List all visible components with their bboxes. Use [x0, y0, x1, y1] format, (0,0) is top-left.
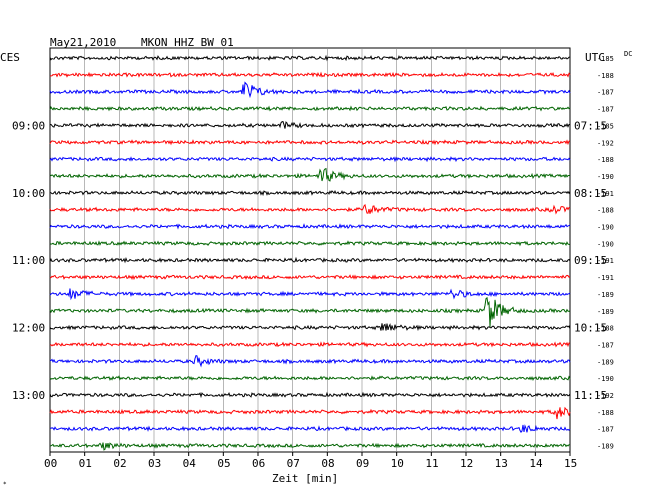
trace-line	[49, 139, 571, 146]
dc-value: -189	[597, 358, 614, 366]
x-tick-label: 06	[252, 457, 265, 470]
trace-group	[49, 54, 571, 451]
dc-value: -189	[597, 308, 614, 316]
dc-value: -190	[597, 375, 614, 383]
dc-value: -190	[597, 240, 614, 248]
x-tick-label: 02	[113, 457, 126, 470]
x-tick-label: 01	[79, 457, 92, 470]
right-time-label: 07:15	[574, 119, 607, 132]
trace-line	[49, 203, 571, 215]
dc-value: -189	[597, 443, 614, 451]
dc-value: -190	[597, 173, 614, 181]
dc-value: -188	[597, 409, 614, 417]
right-time-label: 09:15	[574, 254, 607, 267]
x-tick-label: 10	[391, 457, 404, 470]
trace-line	[49, 240, 571, 247]
dc-value: -185	[597, 55, 614, 63]
dc-value: -189	[597, 291, 614, 299]
plot-frame	[49, 47, 571, 453]
trace-line	[49, 156, 571, 163]
trace-line	[49, 190, 571, 197]
x-tick-label: 07	[287, 457, 300, 470]
x-tick-label: 09	[356, 457, 369, 470]
trace-line	[49, 288, 571, 301]
trace-line	[49, 81, 571, 99]
right-timezone-label: UTC	[585, 51, 605, 64]
trace-line	[49, 341, 571, 348]
x-tick-label: 13	[495, 457, 508, 470]
left-time-label: 10:00	[12, 187, 45, 200]
left-timezone-label: CES	[0, 51, 20, 64]
x-tick-label: 05	[217, 457, 230, 470]
trace-line	[49, 375, 571, 381]
grid	[49, 47, 571, 453]
dc-value: -190	[597, 224, 614, 232]
x-tick-label: 11	[425, 457, 438, 470]
dc-value: -192	[597, 392, 614, 400]
dc-value: -191	[597, 190, 614, 198]
trace-line	[49, 167, 571, 182]
trace-line	[49, 354, 571, 368]
dc-value: -188	[597, 156, 614, 164]
corner-marker: *	[3, 481, 7, 488]
trace-line	[49, 71, 571, 78]
trace-line	[49, 54, 571, 62]
left-time-label: 13:00	[12, 389, 45, 402]
right-time-label: 08:15	[574, 187, 607, 200]
trace-line	[49, 391, 571, 399]
left-time-label: 09:00	[12, 119, 45, 132]
x-tick-label: 12	[460, 457, 473, 470]
dc-value: -192	[597, 139, 614, 147]
x-axis-label: Zeit [min]	[272, 472, 338, 485]
x-tick-label: 14	[529, 457, 543, 470]
left-time-label: 11:00	[12, 254, 45, 267]
right-time-label: 11:15	[574, 389, 607, 402]
dc-value: -185	[597, 122, 614, 130]
trace-line	[49, 274, 571, 281]
right-time-label: 10:15	[574, 322, 607, 335]
x-axis: 00 01 02 03 04 05 06 07 08 09 10 11 12 13 14 15	[44, 452, 577, 470]
trace-line	[49, 223, 571, 230]
trace-line	[49, 296, 571, 328]
x-tick-label: 00	[44, 457, 57, 470]
station-label: MKON HHZ BW 01	[141, 36, 234, 49]
dc-value: -188	[597, 72, 614, 80]
dc-value: -187	[597, 106, 614, 114]
trace-line	[49, 406, 571, 420]
dc-value: -187	[597, 426, 614, 434]
trace-line	[49, 121, 571, 129]
x-tick-label: 08	[321, 457, 334, 470]
dc-value: -188	[597, 207, 614, 215]
x-tick-label: 15	[564, 457, 577, 470]
dc-value: -187	[597, 89, 614, 97]
dc-value: -188	[597, 325, 614, 333]
trace-line	[49, 256, 571, 264]
left-time-label: 12:00	[12, 322, 45, 335]
dc-value: -191	[597, 257, 614, 265]
trace-line	[49, 442, 570, 451]
trace-line	[49, 105, 571, 112]
x-tick-label: 04	[183, 457, 197, 470]
dc-value: -187	[597, 341, 614, 349]
dc-header-label: DC	[624, 50, 632, 58]
dc-value: -191	[597, 274, 614, 282]
trace-line	[49, 424, 571, 434]
trace-labels: -185 -188 -187 -187 -185 09:00 07:15 -192 -188 -1…	[12, 55, 614, 451]
date-label: May21,2010	[50, 36, 116, 49]
x-tick-label: 03	[148, 457, 161, 470]
trace-line	[49, 323, 571, 332]
